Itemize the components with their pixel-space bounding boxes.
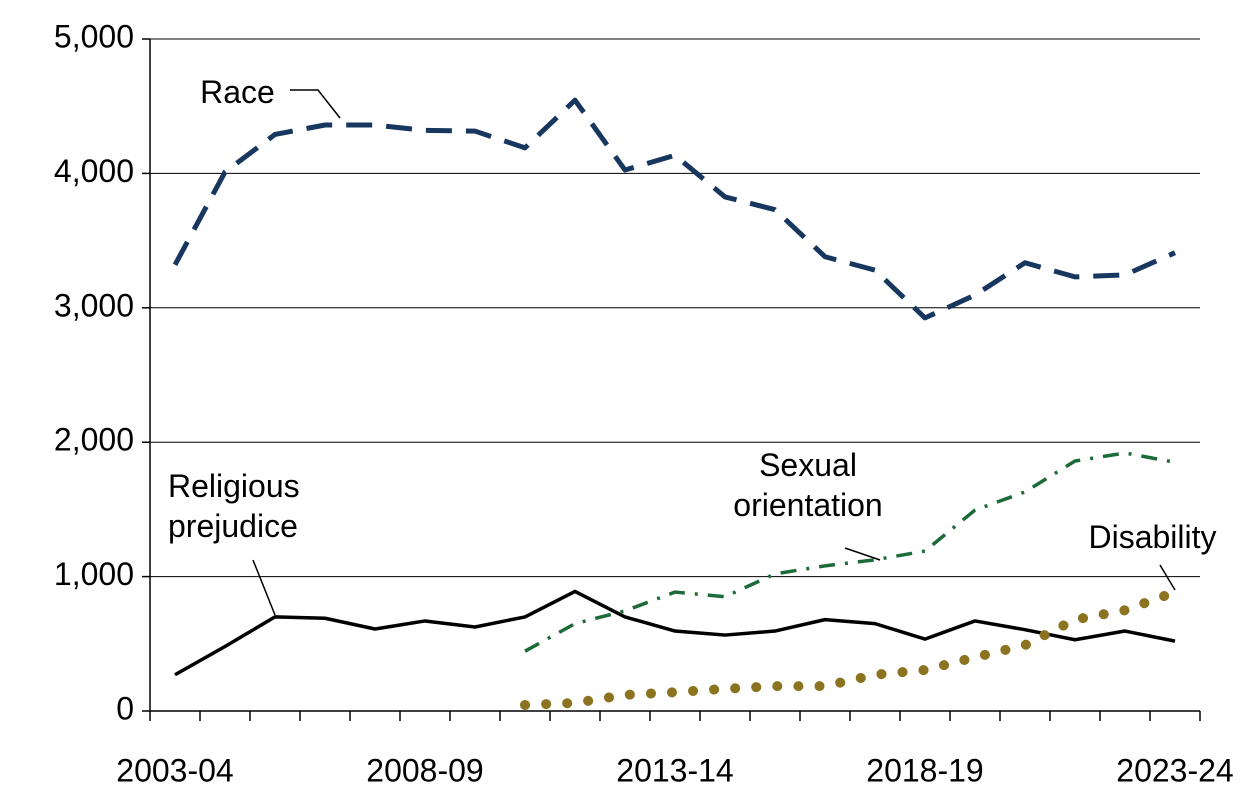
series-label: Disability xyxy=(1088,519,1217,555)
x-tick-label: 2003-04 xyxy=(116,752,233,788)
series-label: Race xyxy=(200,74,275,110)
leader-line xyxy=(1159,564,1176,591)
grid xyxy=(150,38,1200,578)
leader-line xyxy=(290,89,341,119)
x-tick-label: 2013-14 xyxy=(616,752,733,788)
y-tick-label: 0 xyxy=(116,690,134,726)
series-line xyxy=(172,97,1177,321)
y-tick-label: 3,000 xyxy=(54,287,134,323)
series-label: Sexual orientation xyxy=(733,447,883,523)
series-line xyxy=(520,587,1180,710)
series-line xyxy=(174,589,1176,677)
series-lines xyxy=(172,97,1180,710)
y-tick-label: 4,000 xyxy=(54,153,134,189)
x-tick-label: 2018-19 xyxy=(866,752,983,788)
y-tick-label: 2,000 xyxy=(54,422,134,458)
leader-line xyxy=(844,547,881,561)
axes: 0 1,000 2,000 3,000 4,000 5,000 2003-04 2008-09… xyxy=(54,18,1234,788)
x-tick-label: 2008-09 xyxy=(366,752,483,788)
series-line xyxy=(524,451,1176,653)
series-label: Religious prejudice xyxy=(168,468,300,544)
y-tick-label: 1,000 xyxy=(54,556,134,592)
y-tick-label: 5,000 xyxy=(54,18,134,54)
leader-line xyxy=(252,559,276,616)
x-tick-label: 2023-24 xyxy=(1116,752,1233,788)
